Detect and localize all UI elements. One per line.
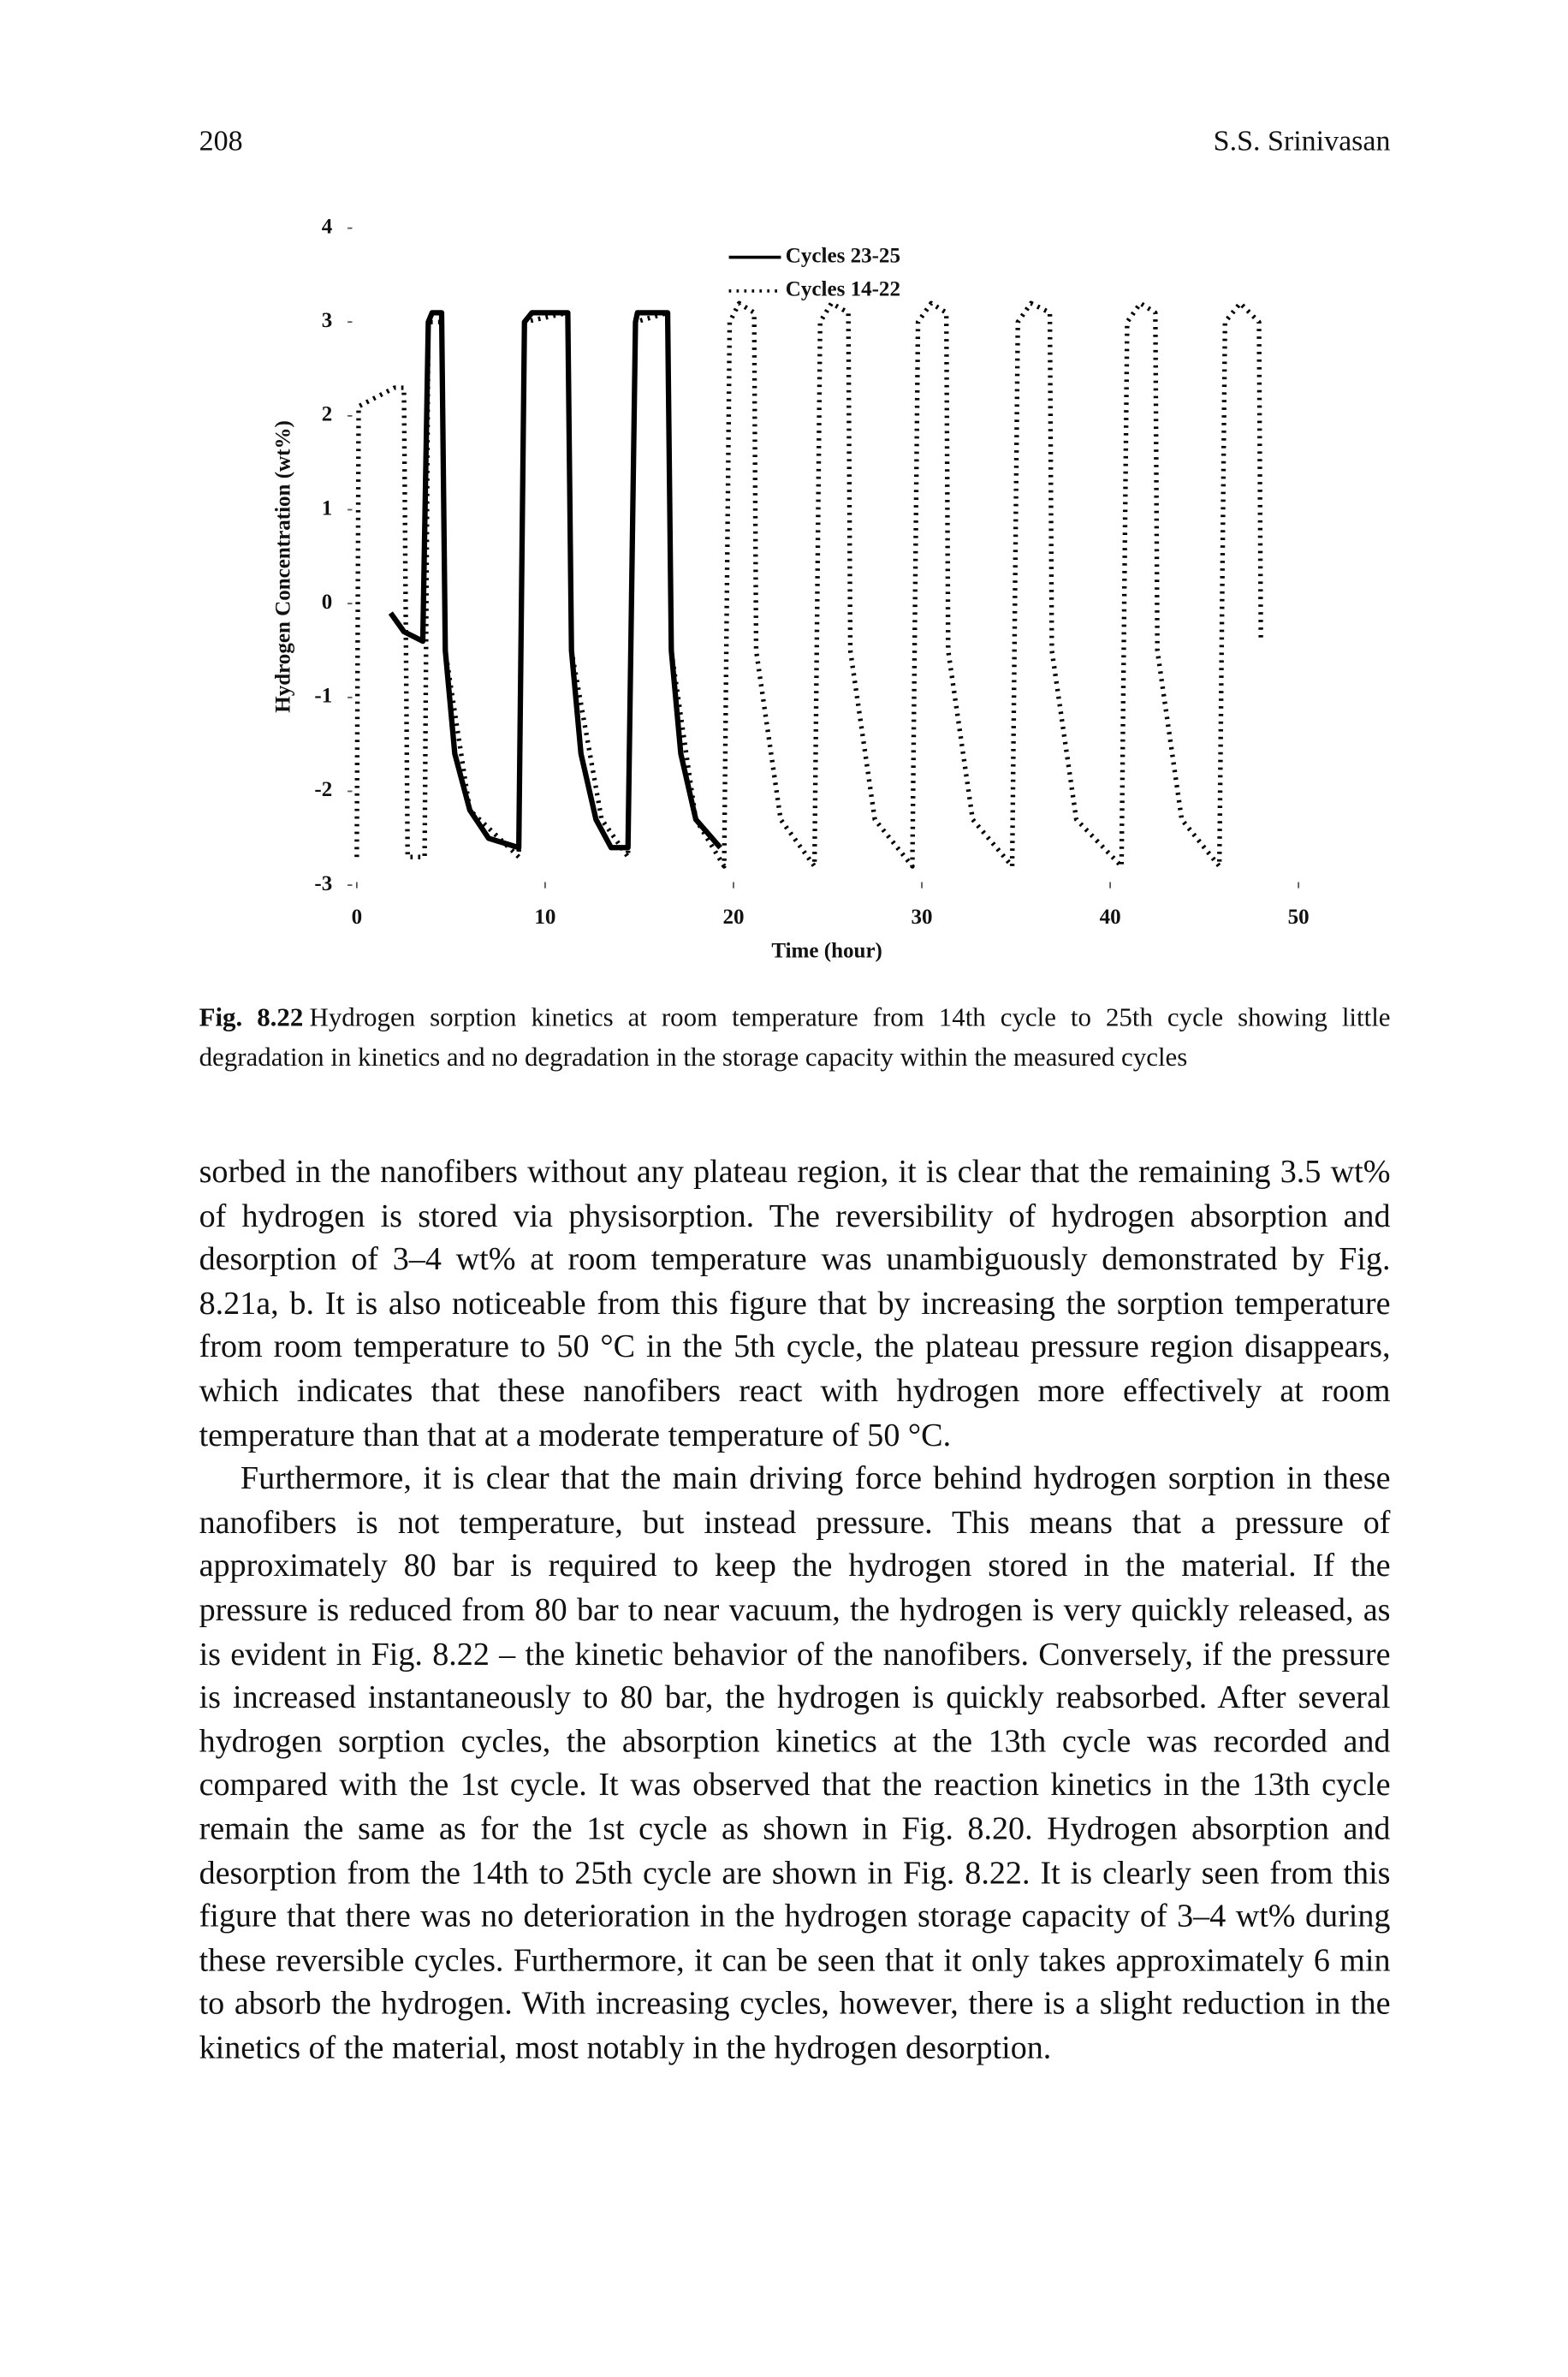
x-tick-label: 20 [722,906,744,929]
y-tick-label: 0 [322,591,333,614]
caption-text: Hydrogen sorption kinetics at room tempe… [199,1002,1391,1073]
legend-label: Cycles 14-22 [786,278,900,301]
data-line [354,300,1263,869]
x-tick-label: 30 [912,906,933,929]
x-tick-label: 10 [534,906,555,929]
y-tick-label: 1 [322,496,333,520]
y-axis-label: Hydrogen Concentration (wt%) [272,420,295,713]
y-tick-label: -1 [314,685,332,708]
page-number: 208 [199,125,243,158]
legend-label: Cycles 23-25 [786,244,900,267]
body-text: sorbed in the nanofibers without any pla… [199,1150,1391,2070]
x-axis-label: Time (hour) [771,940,882,963]
y-tick-label: -2 [314,778,332,801]
paragraph: Furthermore, it is clear that the main d… [199,1459,1391,2066]
x-tick-label: 0 [352,906,363,929]
y-tick-label: -3 [314,872,332,895]
data-line [388,310,722,851]
running-head: S.S. Srinivasan [1213,125,1391,158]
y-tick-label: 4 [322,215,333,238]
x-tick-label: 50 [1288,906,1310,929]
x-tick-label: 40 [1100,906,1121,929]
y-tick-label: 3 [322,309,333,332]
chart: Time (hour) Hydrogen Concentration (wt%)… [272,215,1310,963]
paragraph: sorbed in the nanofibers without any pla… [199,1153,1391,1453]
y-tick-label: 2 [322,403,333,426]
caption-label: Fig. 8.22 [199,1002,304,1032]
figure-caption: Fig. 8.22 Hydrogen sorption kinetics at r… [199,998,1391,1078]
